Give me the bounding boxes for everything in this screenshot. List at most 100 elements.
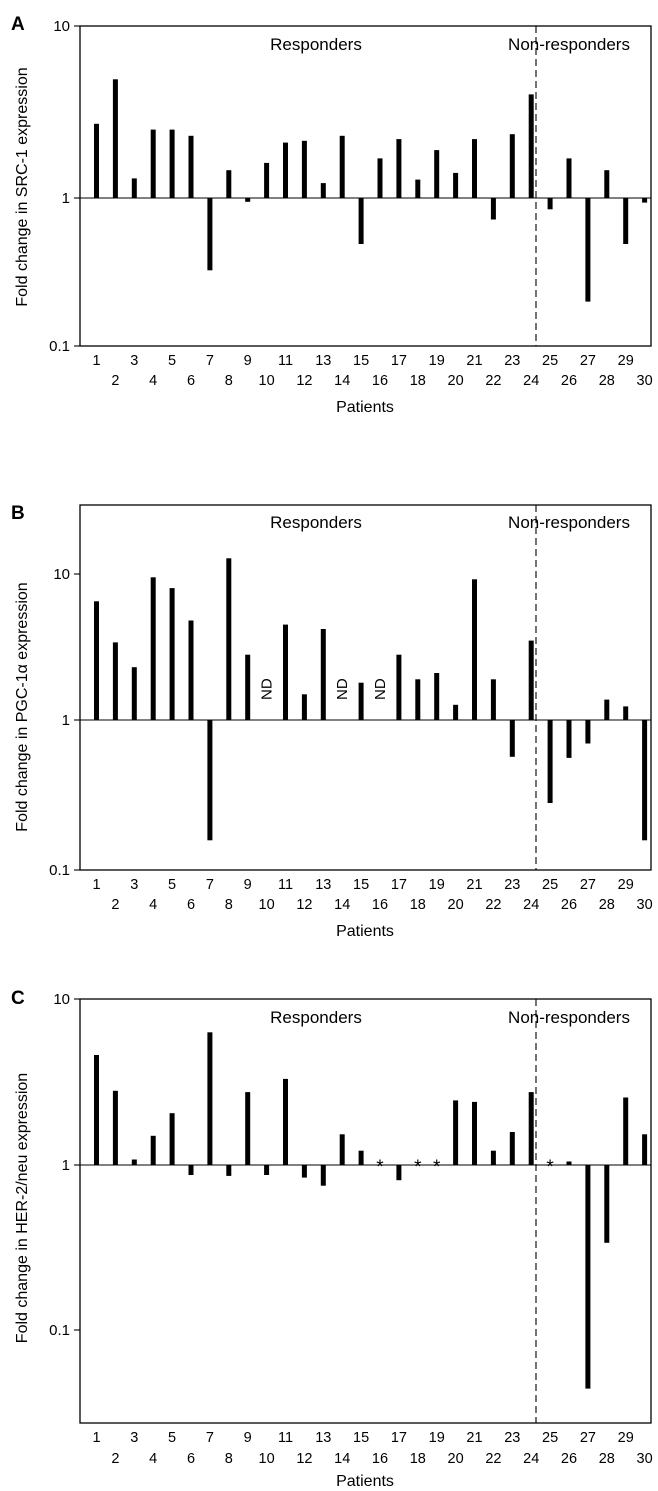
panel-a-xtick-label-12: 12	[296, 373, 312, 389]
panel-c-x-tick-labels: 1234567891011121314151617181920212223242…	[92, 1430, 652, 1467]
panel-b-xtick-label-10: 10	[259, 897, 275, 913]
panel-a-xtick-label-2: 2	[111, 373, 119, 389]
panel-b-nd-label-patient-14: ND	[334, 678, 351, 700]
panel-c-asterisk-patient-18: *	[414, 1157, 422, 1178]
panel-c-bar-patient-5	[169, 1113, 175, 1165]
panel-a-ytick-label-10: 10	[53, 18, 70, 35]
panel-c-bar-patient-23	[509, 1132, 515, 1165]
panel-a-xlabel: Patients	[336, 399, 394, 416]
panel-b-annotations: ND ND ND	[259, 678, 389, 700]
panel-c-bar-patient-2	[112, 1090, 118, 1165]
panel-b-bar-patient-23	[509, 720, 515, 757]
panel-a-xtick-label-30: 30	[637, 373, 653, 389]
panel-a-bar-patient-15	[358, 198, 364, 244]
panel-a-xtick-label-6: 6	[187, 373, 195, 389]
panel-c-xtick-label-20: 20	[448, 1451, 464, 1467]
panel-b-xtick-label-30: 30	[637, 897, 653, 913]
panel-c-asterisk-patient-16: *	[376, 1157, 384, 1178]
panel-b-y-axis-title: Fold change in PGC-1α expression	[14, 582, 31, 831]
panel-b-xtick-label-22: 22	[485, 897, 501, 913]
panel-a-xtick-label-16: 16	[372, 373, 388, 389]
panel-a-xtick-label-10: 10	[259, 373, 275, 389]
panel-a-xtick-label-4: 4	[149, 373, 157, 389]
panel-a-bar-patient-4	[150, 129, 156, 198]
panel-a-bar-patient-9	[245, 198, 251, 202]
panel-b-bar-patient-11	[283, 624, 288, 720]
panel-c-bar-patient-10	[264, 1165, 270, 1175]
panel-c-bar-patient-14	[339, 1134, 345, 1165]
panel-b-xtick-label-3: 3	[130, 877, 138, 893]
panel-b-xtick-label-1: 1	[92, 877, 100, 893]
panel-b-bar-patient-15	[358, 682, 364, 720]
panel-b-ylabel: Fold change in PGC-1α expression	[14, 582, 31, 831]
panel-b-xtick-label-14: 14	[334, 897, 350, 913]
panel-a-xtick-label-26: 26	[561, 373, 577, 389]
panel-a-group-responders: Responders	[270, 35, 362, 54]
panel-c-xtick-label-25: 25	[542, 1430, 558, 1446]
panel-b-xtick-label-29: 29	[618, 877, 634, 893]
panel-a-xtick-label-8: 8	[225, 373, 233, 389]
panel-c-bar-patient-21	[472, 1101, 477, 1165]
panel-c-xtick-label-19: 19	[429, 1430, 445, 1446]
panel-b-xtick-label-13: 13	[315, 877, 331, 893]
panel-c-xtick-label-21: 21	[466, 1430, 482, 1446]
panel-c-xtick-label-2: 2	[111, 1451, 119, 1467]
panel-c-xtick-label-26: 26	[561, 1451, 577, 1467]
panel-c-xtick-label-11: 11	[278, 1430, 293, 1446]
panel-b-xtick-label-26: 26	[561, 897, 577, 913]
panel-c-xtick-label-28: 28	[599, 1451, 615, 1467]
panel-c-bar-patient-12	[301, 1165, 307, 1178]
panel-a-xtick-label-1: 1	[92, 353, 100, 369]
panel-a-xtick-label-23: 23	[504, 353, 520, 369]
panel-c-xtick-label-1: 1	[92, 1430, 100, 1446]
panel-a-xtick-label-22: 22	[485, 373, 501, 389]
panel-c-xtick-label-27: 27	[580, 1430, 596, 1446]
panel-b-bar-patient-4	[150, 577, 156, 720]
panel-a-bar-patient-19	[434, 150, 440, 198]
panel-c-bar-patient-1	[94, 1055, 99, 1165]
panel-b-xtick-label-16: 16	[372, 897, 388, 913]
panel-b-bar-patient-28	[604, 699, 610, 720]
panel-c-bar-patient-30	[642, 1134, 648, 1165]
panel-b-bar-patient-26	[566, 720, 572, 758]
panel-a-xtick-label-17: 17	[391, 353, 407, 369]
panel-c-bars	[94, 1032, 648, 1389]
panel-b-xtick-label-24: 24	[523, 897, 539, 913]
panel-b-xtick-label-20: 20	[448, 897, 464, 913]
panel-c-bar-patient-9	[245, 1092, 251, 1165]
panel-a: A Fold change in SRC-1 expression 10 1 0…	[11, 14, 653, 416]
panel-a-bar-patient-26	[566, 158, 572, 198]
panel-c-bar-patient-4	[150, 1135, 156, 1165]
panel-a-xtick-label-29: 29	[618, 353, 634, 369]
panel-b-bar-patient-2	[112, 642, 118, 720]
panel-a-xtick-label-5: 5	[168, 353, 176, 369]
panel-a-xtick-label-14: 14	[334, 373, 350, 389]
panel-c-bar-patient-20	[453, 1100, 459, 1165]
panel-a-bar-patient-8	[226, 170, 232, 198]
panel-b-bars	[94, 558, 648, 841]
panel-b-bar-patient-3	[131, 667, 137, 720]
panel-c-bar-patient-24	[528, 1092, 534, 1165]
panel-c-xtick-label-16: 16	[372, 1451, 388, 1467]
panel-a-xtick-label-3: 3	[130, 353, 138, 369]
panel-c-xtick-label-7: 7	[206, 1430, 214, 1446]
panel-a-xtick-label-19: 19	[429, 353, 445, 369]
panel-c-xtick-label-8: 8	[225, 1451, 233, 1467]
panel-b-ytick-label-0.1: 0.1	[49, 862, 70, 879]
panel-a-bar-patient-13	[320, 183, 326, 198]
panel-b-xtick-label-9: 9	[244, 877, 252, 893]
panel-c-bar-patient-27	[585, 1165, 591, 1389]
panel-a-bar-patient-28	[604, 170, 610, 198]
panel-b-xtick-label-21: 21	[466, 877, 482, 893]
panel-b-bar-patient-18	[415, 679, 421, 720]
panel-b-plot-frame	[79, 504, 652, 871]
panel-b-bar-patient-1	[94, 601, 99, 720]
panel-b-bar-patient-27	[585, 720, 591, 744]
panel-c-xlabel: Patients	[336, 1473, 394, 1490]
panel-b-bar-patient-8	[226, 558, 232, 720]
panel-b-group-responders: Responders	[270, 513, 362, 532]
panel-a-group-non-responders: Non-responders	[508, 35, 630, 54]
panel-a-xtick-label-7: 7	[206, 353, 214, 369]
panel-a-x-tick-labels: 1234567891011121314151617181920212223242…	[92, 353, 652, 389]
